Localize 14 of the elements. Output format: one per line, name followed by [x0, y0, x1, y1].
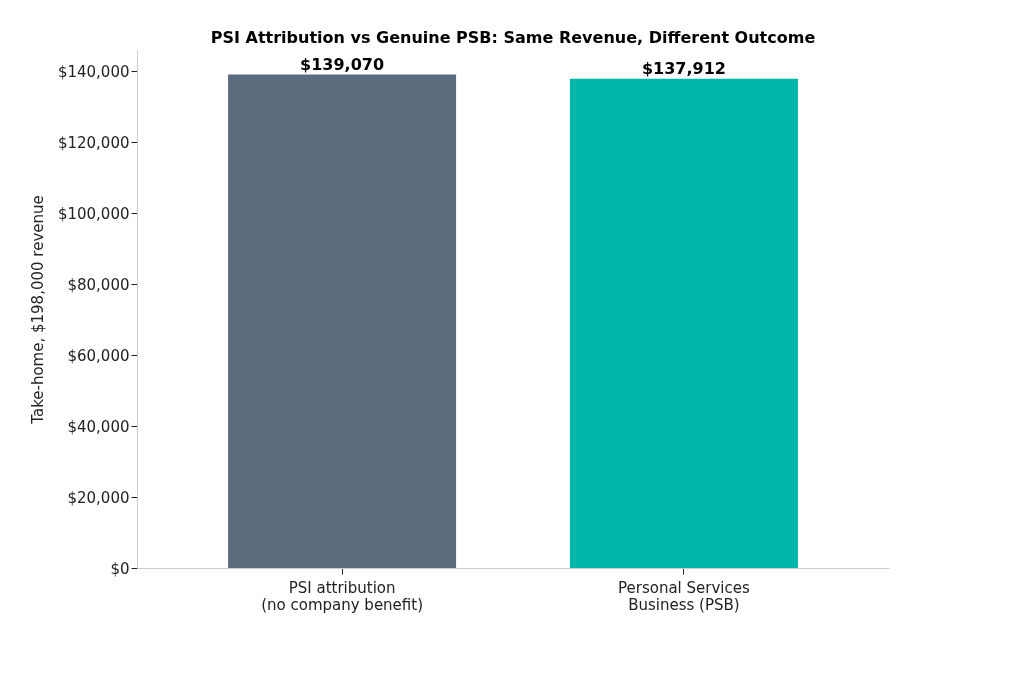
data-label: $139,070: [300, 54, 385, 74]
x-tick-label: Personal Services Business (PSB): [618, 578, 750, 614]
x-tick-label: PSI attribution (no company benefit): [261, 578, 424, 614]
y-tick-label: $100,000: [57, 204, 130, 223]
y-tick-label: $0: [110, 559, 130, 578]
y-tick-label: $120,000: [57, 133, 130, 152]
data-label: $137,912: [641, 58, 726, 78]
y-tick-label: $140,000: [57, 62, 130, 81]
y-tick-label: $40,000: [67, 417, 130, 436]
y-axis-title: Take-home, $198,000 revenue: [28, 195, 47, 425]
y-tick-label: $60,000: [67, 346, 130, 365]
y-tick-label: $80,000: [67, 275, 130, 294]
chart-title: PSI Attribution vs Genuine PSB: Same Revenue, Different Outcome: [210, 28, 816, 47]
y-tick-label: $20,000: [67, 488, 130, 507]
